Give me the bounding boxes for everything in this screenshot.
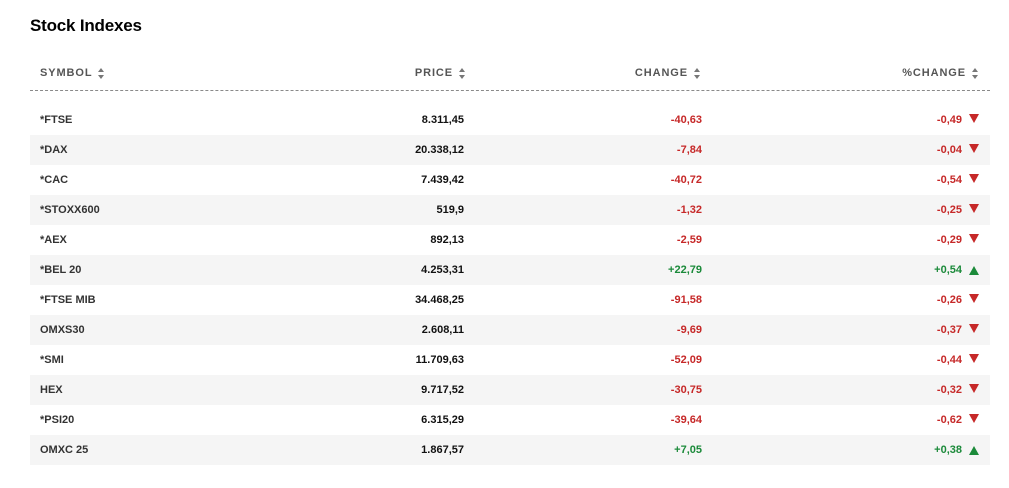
pct-change-cell: -0,49 bbox=[936, 114, 962, 126]
table-row[interactable]: *BEL 20 4.253,31 +22,79 +0,54 bbox=[30, 255, 990, 285]
arrow-down-icon bbox=[969, 234, 979, 243]
change-cell: -30,75 bbox=[670, 384, 702, 396]
arrow-down-icon bbox=[969, 294, 979, 303]
change-cell: -40,63 bbox=[670, 114, 702, 126]
arrow-down-icon bbox=[969, 174, 979, 183]
symbol-cell: *SMI bbox=[40, 354, 64, 366]
symbol-cell: *FTSE bbox=[40, 114, 73, 126]
price-cell: 519,9 bbox=[436, 204, 464, 216]
symbol-cell: *AEX bbox=[40, 234, 67, 246]
arrow-down-icon bbox=[969, 144, 979, 153]
sort-icon bbox=[972, 67, 978, 79]
price-cell: 2.608,11 bbox=[421, 324, 464, 336]
change-cell: -1,32 bbox=[676, 204, 702, 216]
price-cell: 6.315,29 bbox=[421, 414, 464, 426]
table-row[interactable]: *CAC 7.439,42 -40,72 -0,54 bbox=[30, 165, 990, 195]
sort-icon bbox=[694, 67, 700, 79]
column-header-symbol[interactable]: SYMBOL bbox=[40, 67, 105, 79]
pct-change-cell: -0,37 bbox=[936, 324, 962, 336]
symbol-cell: *STOXX600 bbox=[40, 204, 100, 216]
price-cell: 1.867,57 bbox=[421, 444, 464, 456]
table-row[interactable]: *FTSE MIB 34.468,25 -91,58 -0,26 bbox=[30, 285, 990, 315]
table-row[interactable]: *DAX 20.338,12 -7,84 -0,04 bbox=[30, 135, 990, 165]
column-header-price[interactable]: PRICE bbox=[415, 67, 465, 79]
price-cell: 8.311,45 bbox=[421, 114, 464, 126]
sort-icon bbox=[98, 67, 105, 79]
arrow-down-icon bbox=[969, 204, 979, 213]
arrow-down-icon bbox=[969, 384, 979, 393]
symbol-cell: *CAC bbox=[40, 174, 69, 186]
pct-change-cell: -0,44 bbox=[936, 354, 962, 366]
pct-change-cell: -0,62 bbox=[936, 414, 962, 426]
price-cell: 34.468,25 bbox=[415, 294, 464, 306]
symbol-cell: *BEL 20 bbox=[40, 264, 82, 276]
arrow-down-icon bbox=[969, 414, 979, 423]
change-cell: -39,64 bbox=[670, 414, 702, 426]
table-header: SYMBOL PRICE CHANGE %CHANGE bbox=[30, 59, 990, 91]
table-row[interactable]: *SMI 11.709,63 -52,09 -0,44 bbox=[30, 345, 990, 375]
change-cell: +7,05 bbox=[674, 444, 702, 456]
change-cell: +22,79 bbox=[668, 264, 702, 276]
pct-change-cell: +0,38 bbox=[934, 444, 962, 456]
change-cell: -40,72 bbox=[670, 174, 702, 186]
pct-change-cell: -0,04 bbox=[936, 144, 962, 156]
column-header-change[interactable]: CHANGE bbox=[635, 67, 700, 79]
table-row[interactable]: *AEX 892,13 -2,59 -0,29 bbox=[30, 225, 990, 255]
symbol-cell: *PSI20 bbox=[40, 414, 75, 426]
table-row[interactable]: *PSI20 6.315,29 -39,64 -0,62 bbox=[30, 405, 990, 435]
arrow-up-icon bbox=[969, 266, 979, 275]
change-cell: -91,58 bbox=[670, 294, 702, 306]
change-cell: -2,59 bbox=[676, 234, 702, 246]
table-row[interactable]: *STOXX600 519,9 -1,32 -0,25 bbox=[30, 195, 990, 225]
price-cell: 4.253,31 bbox=[421, 264, 464, 276]
pct-change-cell: +0,54 bbox=[934, 264, 962, 276]
price-cell: 7.439,42 bbox=[421, 174, 464, 186]
column-header-change-label: CHANGE bbox=[634, 67, 688, 79]
symbol-cell: HEX bbox=[40, 384, 63, 396]
change-cell: -52,09 bbox=[670, 354, 702, 366]
table-row[interactable]: OMXC 25 1.867,57 +7,05 +0,38 bbox=[30, 435, 990, 465]
sort-icon bbox=[459, 67, 465, 79]
arrow-down-icon bbox=[969, 324, 979, 333]
symbol-cell: *FTSE MIB bbox=[40, 294, 96, 306]
page-title: Stock Indexes bbox=[30, 16, 142, 35]
pct-change-cell: -0,26 bbox=[936, 294, 962, 306]
symbol-cell: OMXC 25 bbox=[40, 444, 89, 456]
column-header-symbol-label: SYMBOL bbox=[40, 67, 93, 79]
price-cell: 11.709,63 bbox=[415, 354, 464, 366]
table-row[interactable]: OMXS30 2.608,11 -9,69 -0,37 bbox=[30, 315, 990, 345]
column-header-pct-change[interactable]: %CHANGE bbox=[902, 67, 978, 79]
column-header-pct-change-label: %CHANGE bbox=[902, 67, 966, 79]
symbol-cell: OMXS30 bbox=[40, 324, 85, 336]
change-cell: -7,84 bbox=[676, 144, 702, 156]
price-cell: 20.338,12 bbox=[415, 144, 464, 156]
symbol-cell: *DAX bbox=[40, 144, 68, 156]
pct-change-cell: -0,54 bbox=[936, 174, 962, 186]
change-cell: -9,69 bbox=[676, 324, 702, 336]
price-cell: 9.717,52 bbox=[421, 384, 464, 396]
arrow-down-icon bbox=[969, 354, 979, 363]
table-body: *FTSE 8.311,45 -40,63 -0,49 *DAX 20.338,12 -7,… bbox=[30, 105, 990, 465]
price-cell: 892,13 bbox=[430, 234, 464, 246]
arrow-up-icon bbox=[969, 446, 979, 455]
stock-indexes-table: SYMBOL PRICE CHANGE %CHANGE *FTSE 8.311,4… bbox=[30, 59, 990, 465]
table-row[interactable]: *FTSE 8.311,45 -40,63 -0,49 bbox=[30, 105, 990, 135]
column-header-price-label: PRICE bbox=[414, 67, 453, 79]
arrow-down-icon bbox=[969, 114, 979, 123]
pct-change-cell: -0,32 bbox=[936, 384, 962, 396]
pct-change-cell: -0,29 bbox=[936, 234, 962, 246]
table-row[interactable]: HEX 9.717,52 -30,75 -0,32 bbox=[30, 375, 990, 405]
pct-change-cell: -0,25 bbox=[936, 204, 962, 216]
